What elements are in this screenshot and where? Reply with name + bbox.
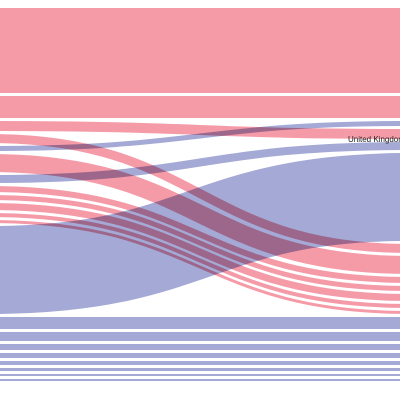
flow-blue-main [0,153,400,314]
flow-blue-up-uk [0,142,400,183]
flow-pink-third [0,121,400,139]
flow-blue-up-thin [0,121,400,151]
node-label-united-kingdom: United Kingdom [348,135,400,144]
flows-layer [0,7,400,382]
